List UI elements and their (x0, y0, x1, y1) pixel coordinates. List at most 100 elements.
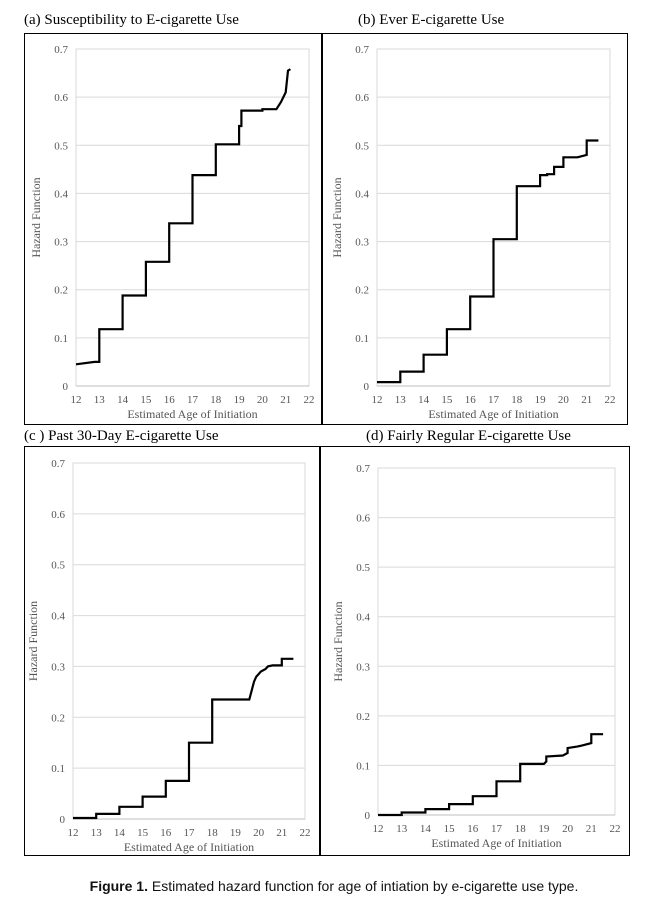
x-tick-label: 12 (68, 827, 79, 839)
x-tick-label: 18 (210, 394, 222, 406)
panel-d-frame (320, 446, 630, 856)
x-tick-label: 21 (586, 823, 597, 835)
y-tick-label: 0 (60, 814, 66, 826)
x-tick-label: 19 (230, 827, 242, 839)
x-axis-label: Estimated Age of Initiation (124, 840, 254, 854)
x-tick-label: 20 (257, 394, 269, 406)
x-axis-label: Estimated Age of Initiation (431, 836, 561, 850)
x-tick-label: 18 (511, 394, 523, 406)
y-tick-label: 0.6 (355, 92, 369, 104)
x-tick-label: 12 (373, 823, 384, 835)
x-tick-label: 16 (164, 394, 176, 406)
panel-b-frame (322, 33, 628, 425)
caption-label: Figure 1. (89, 878, 148, 894)
hazard-step-line (377, 139, 599, 384)
figure-caption: Figure 1. Estimated hazard function for … (0, 878, 668, 894)
x-tick-label: 14 (114, 827, 126, 839)
x-tick-label: 15 (140, 394, 152, 406)
y-tick-label: 0.3 (355, 237, 369, 249)
x-tick-label: 16 (467, 823, 479, 835)
x-tick-label: 15 (441, 394, 453, 406)
plot-area-border (377, 467, 616, 816)
x-tick-label: 15 (137, 827, 149, 839)
y-tick-label: 0.4 (355, 188, 369, 200)
x-tick-label: 16 (160, 827, 172, 839)
x-tick-label: 20 (562, 823, 574, 835)
x-tick-label: 14 (117, 394, 129, 406)
y-tick-label: 0.6 (54, 92, 68, 104)
y-tick-label: 0.5 (355, 140, 369, 152)
x-axis-label: Estimated Age of Initiation (127, 407, 257, 421)
x-tick-label: 22 (610, 823, 621, 835)
x-tick-label: 18 (207, 827, 219, 839)
hazard-step-line (73, 657, 294, 820)
y-tick-label: 0.7 (356, 463, 370, 475)
hazard-step-line (75, 68, 291, 366)
y-tick-label: 0.5 (51, 560, 65, 572)
y-tick-label: 0.3 (54, 237, 68, 249)
x-tick-label: 13 (91, 827, 103, 839)
x-tick-label: 21 (581, 394, 592, 406)
y-tick-label: 0.4 (51, 611, 65, 623)
y-tick-label: 0.3 (51, 661, 65, 673)
y-tick-label: 0.1 (54, 333, 68, 345)
y-axis-label: Hazard Function (330, 177, 344, 257)
x-tick-label: 13 (396, 823, 408, 835)
x-tick-label: 15 (444, 823, 456, 835)
x-tick-label: 19 (535, 394, 547, 406)
x-tick-label: 12 (372, 394, 383, 406)
x-axis-label: Estimated Age of Initiation (428, 407, 558, 421)
y-tick-label: 0.6 (356, 513, 370, 525)
x-tick-label: 22 (605, 394, 616, 406)
y-tick-label: 0.2 (51, 712, 65, 724)
x-tick-label: 18 (515, 823, 527, 835)
y-tick-label: 0.5 (54, 140, 68, 152)
y-tick-label: 0.1 (356, 760, 370, 772)
x-tick-label: 13 (94, 394, 106, 406)
y-axis-label: Hazard Function (331, 601, 345, 681)
y-tick-label: 0.3 (356, 661, 370, 673)
y-tick-label: 0 (63, 381, 69, 393)
panel-a-title: (a) Susceptibility to E-cigarette Use (24, 12, 239, 28)
x-tick-label: 17 (491, 823, 503, 835)
y-tick-label: 0.1 (355, 333, 369, 345)
x-tick-label: 12 (71, 394, 82, 406)
y-tick-label: 0.6 (51, 509, 65, 521)
panel-a-frame (24, 33, 322, 425)
x-tick-label: 21 (280, 394, 291, 406)
y-tick-label: 0 (365, 810, 371, 822)
x-tick-label: 20 (253, 827, 265, 839)
x-tick-label: 22 (304, 394, 315, 406)
y-tick-label: 0.4 (54, 188, 68, 200)
y-tick-label: 0.1 (51, 763, 65, 775)
x-tick-label: 17 (488, 394, 500, 406)
y-axis-label: Hazard Function (26, 601, 40, 681)
y-tick-label: 0.2 (355, 285, 369, 297)
x-tick-label: 14 (420, 823, 432, 835)
x-tick-label: 21 (276, 827, 287, 839)
x-tick-label: 13 (395, 394, 407, 406)
caption-text: Estimated hazard function for age of int… (148, 878, 579, 894)
x-tick-label: 20 (558, 394, 570, 406)
x-tick-label: 17 (187, 394, 199, 406)
y-tick-label: 0.5 (356, 562, 370, 574)
hazard-step-line (378, 733, 604, 817)
x-tick-label: 14 (418, 394, 430, 406)
y-tick-label: 0 (364, 381, 370, 393)
y-tick-label: 0.4 (356, 612, 370, 624)
y-tick-label: 0.2 (356, 711, 370, 723)
panel-c-title: (c ) Past 30-Day E-cigarette Use (24, 428, 219, 444)
panel-b-title: (b) Ever E-cigarette Use (358, 12, 505, 28)
y-axis-label: Hazard Function (29, 177, 43, 257)
x-tick-label: 22 (300, 827, 311, 839)
y-tick-label: 0.7 (51, 458, 65, 470)
y-tick-label: 0.2 (54, 285, 68, 297)
x-tick-label: 16 (465, 394, 477, 406)
x-tick-label: 17 (184, 827, 196, 839)
panel-d-title: (d) Fairly Regular E-cigarette Use (366, 428, 571, 444)
panel-c-frame (24, 446, 320, 856)
